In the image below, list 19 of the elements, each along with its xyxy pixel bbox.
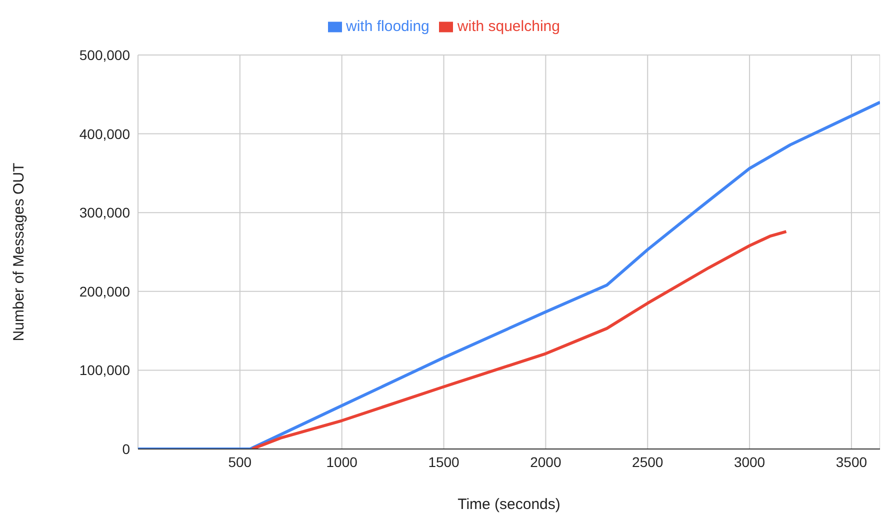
x-tick-label: 1500 — [428, 454, 460, 470]
y-tick-label: 500,000 — [79, 46, 130, 63]
x-tick-label: 2000 — [530, 454, 562, 470]
x-tick-label: 2500 — [632, 454, 664, 470]
x-tick-label: 3000 — [734, 454, 766, 470]
legend-label: with squelching — [457, 18, 560, 35]
x-tick-label: 3500 — [836, 454, 868, 470]
y-tick-label: 300,000 — [79, 204, 130, 221]
y-tick-label: 200,000 — [79, 283, 130, 300]
line-series — [250, 230, 788, 449]
x-axis-title: Time (seconds) — [458, 496, 560, 513]
y-axis-title: Number of Messages OUT — [10, 162, 28, 342]
y-tick-label: 400,000 — [79, 126, 130, 142]
x-tick-label: 500 — [228, 454, 252, 470]
x-tick-label: 1000 — [326, 454, 358, 470]
y-tick-label: 0 — [122, 440, 130, 457]
y-tick-label: 100,000 — [79, 362, 130, 378]
legend-label: with flooding — [346, 18, 430, 35]
line-series — [138, 100, 880, 449]
